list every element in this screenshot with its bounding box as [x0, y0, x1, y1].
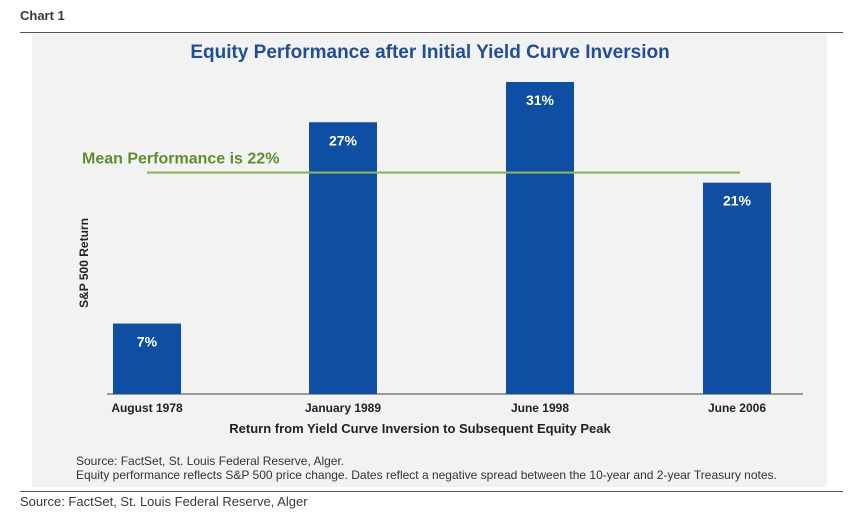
chart-panel: [32, 33, 827, 487]
data-label-june-2006: 21%: [723, 193, 752, 209]
source-line-1: Source: FactSet, St. Louis Federal Reser…: [76, 454, 344, 468]
source-line-2: Equity performance reflects S&P 500 pric…: [76, 468, 777, 482]
data-label-june-1998: 31%: [526, 92, 555, 108]
bottom-divider: [20, 491, 843, 492]
x-tick-june-1998: June 1998: [511, 401, 569, 415]
x-tick-june-2006: June 2006: [708, 401, 766, 415]
data-label-august-1978: 7%: [137, 334, 158, 350]
outer-source-note: Source: FactSet, St. Louis Federal Reser…: [20, 494, 308, 509]
chart-title: Equity Performance after Initial Yield C…: [190, 42, 669, 63]
bar-january-1989: [309, 122, 377, 395]
x-tick-january-1989: January 1989: [305, 401, 381, 415]
y-axis-label: S&P 500 Return: [77, 218, 91, 308]
figure-label: Chart 1: [20, 8, 65, 23]
bar-june-2006: [703, 182, 771, 394]
bar-august-1978: [113, 323, 181, 394]
top-divider: [20, 32, 843, 33]
x-tick-august-1978: August 1978: [111, 401, 183, 415]
mean-label: Mean Performance is 22%: [82, 151, 279, 168]
bar-june-1998: [506, 82, 574, 394]
data-label-january-1989: 27%: [329, 132, 358, 148]
bars-layer: 7% August 1978 27% January 1989 31% June 1998…: [111, 82, 771, 415]
x-axis-label: Return from Yield Curve Inversion to Sub…: [229, 421, 611, 436]
